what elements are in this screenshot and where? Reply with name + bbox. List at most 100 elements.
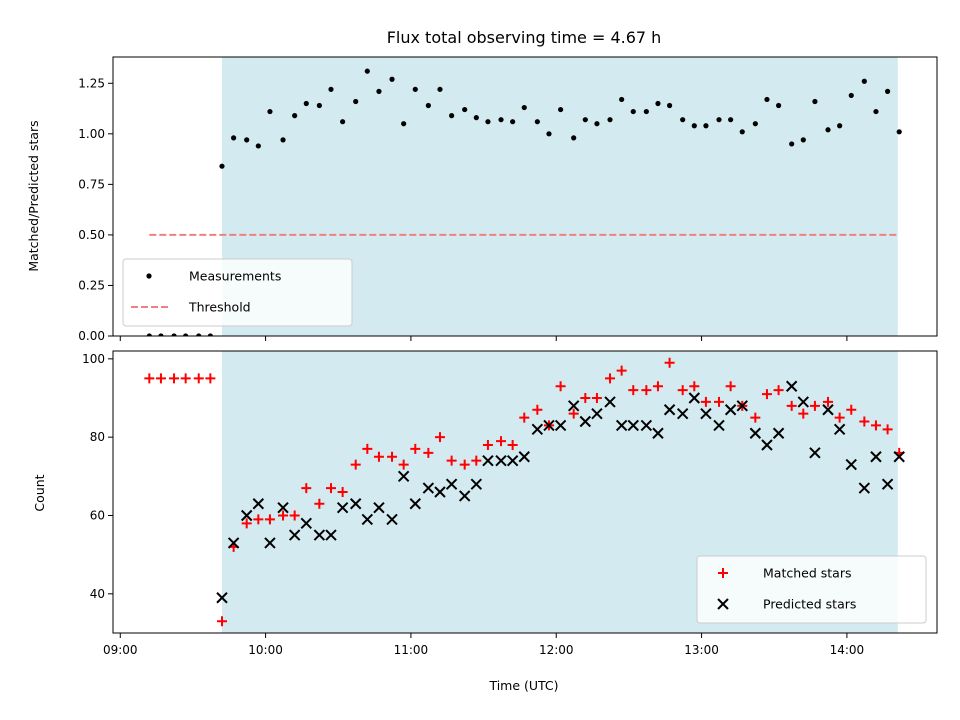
data-point (340, 119, 346, 125)
data-point (386, 513, 398, 526)
data-point (800, 137, 806, 143)
data-point (292, 113, 298, 119)
data-point (591, 393, 602, 403)
data-point (616, 365, 627, 376)
data-point (336, 501, 349, 514)
data-point (848, 92, 854, 99)
data-point (219, 163, 225, 169)
data-point (397, 470, 410, 483)
data-point (834, 412, 845, 423)
data-point (764, 96, 770, 103)
data-point (470, 478, 483, 490)
data-point (518, 451, 530, 463)
data-point (579, 415, 592, 428)
data-point (896, 129, 902, 135)
data-point (196, 333, 202, 336)
data-point (482, 454, 494, 467)
top-y-axis-label: Matched/Predicted stars (26, 120, 41, 271)
data-point (714, 396, 725, 407)
data-point (823, 396, 834, 407)
data-point (604, 396, 616, 408)
data-point (485, 119, 491, 125)
data-point (664, 357, 675, 368)
data-point (858, 482, 871, 494)
data-point (703, 123, 709, 129)
data-point (376, 88, 382, 94)
data-point (252, 498, 265, 510)
data-point (752, 121, 758, 127)
data-point (531, 423, 544, 436)
data-point (676, 407, 689, 420)
data-point (785, 380, 798, 392)
legend: Measurements Threshold (122, 258, 353, 327)
data-point (833, 423, 846, 436)
data-point (521, 104, 527, 111)
data-point (482, 440, 493, 450)
data-point (652, 427, 664, 439)
data-point (278, 510, 289, 521)
data-point (471, 455, 482, 466)
data-point (373, 501, 385, 514)
data-point (749, 427, 762, 439)
data-point (750, 412, 761, 423)
data-point (510, 119, 516, 125)
legend-marker-plus (718, 568, 728, 578)
data-point (498, 117, 504, 123)
data-point (846, 404, 857, 415)
data-point (691, 123, 697, 129)
x-tick-label: 14:00 (830, 643, 865, 657)
data-point (543, 419, 555, 432)
data-point (241, 518, 252, 529)
data-point (558, 106, 564, 113)
data-point (580, 393, 591, 403)
data-point (546, 131, 552, 137)
y-tick-label: 60 (90, 509, 105, 523)
data-point (605, 373, 616, 384)
data-point (253, 514, 264, 525)
data-point (700, 407, 712, 420)
data-point (689, 381, 700, 392)
data-point (422, 482, 435, 494)
data-point (591, 407, 603, 420)
data-point (640, 419, 653, 432)
data-point (837, 123, 843, 129)
data-point (412, 86, 418, 92)
data-point (434, 432, 445, 443)
data-point (155, 373, 166, 384)
data-point (555, 381, 566, 392)
series-0 (146, 68, 902, 336)
data-point (812, 98, 818, 105)
data-point (353, 98, 359, 105)
data-point (328, 86, 334, 92)
data-point (568, 408, 579, 419)
y-tick-label: 1.25 (78, 76, 105, 90)
data-point (663, 404, 676, 416)
data-point (169, 373, 180, 384)
data-point (146, 333, 152, 336)
data-point (713, 419, 725, 432)
data-point (571, 135, 577, 141)
data-point (582, 117, 588, 123)
axes-frame (112, 350, 938, 634)
data-point (773, 385, 784, 396)
data-point (301, 483, 312, 494)
data-point (884, 88, 891, 94)
data-point (288, 529, 301, 541)
data-point (627, 419, 639, 432)
data-point (643, 108, 649, 115)
data-point (423, 447, 434, 458)
data-point (607, 117, 613, 123)
data-point (401, 121, 407, 127)
data-point (350, 459, 361, 470)
data-point (519, 412, 530, 423)
bottom-y-axis-label: Count (32, 474, 47, 511)
data-point (619, 96, 625, 103)
data-point (364, 68, 370, 74)
data-point (870, 451, 882, 463)
x-tick-label: 10:00 (248, 643, 283, 657)
data-point (300, 517, 312, 530)
data-point (700, 396, 711, 407)
y-tick-label: 0.50 (78, 228, 105, 242)
data-point (809, 447, 821, 459)
